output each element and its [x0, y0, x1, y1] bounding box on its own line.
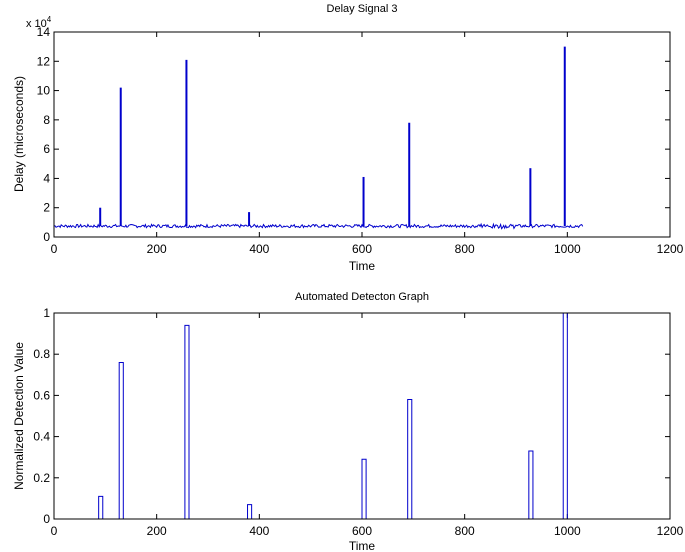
x-axis-label: Time: [349, 259, 376, 273]
y-tick-label: 0.2: [33, 471, 50, 485]
x-tick-label: 800: [455, 242, 475, 256]
x-tick-label: 200: [147, 524, 167, 538]
x-tick-label: 800: [455, 524, 475, 538]
y-axis-label: Delay (microseconds): [12, 76, 26, 192]
delay-signal-chart: Delay Signal 3 x 104 Delay (microseconds…: [12, 3, 684, 273]
x-axis-label: Time: [349, 539, 376, 552]
y-axis-label: Normalized Detection Value: [12, 342, 26, 490]
y-tick-label: 14: [37, 25, 51, 39]
detection-pulse: [99, 496, 103, 519]
y-multiplier-exponent: 4: [47, 15, 52, 24]
plot-frame: [53, 31, 671, 238]
y-tick-label: 6: [43, 142, 50, 156]
detection-pulse: [408, 400, 412, 519]
detection-pulse: [119, 362, 123, 519]
x-tick-label: 400: [249, 242, 269, 256]
detection-pulse: [362, 459, 366, 519]
y-tick-label: 2: [43, 201, 50, 215]
x-tick-label: 600: [352, 524, 372, 538]
x-tick-label: 0: [51, 242, 58, 256]
chart-title: Delay Signal 3: [327, 3, 398, 15]
detection-pulse: [563, 313, 567, 519]
y-multiplier-label: x 104: [26, 15, 52, 30]
baseline-series: [53, 222, 584, 230]
detection-pulse: [248, 505, 252, 519]
detection-chart: Automated Detecton Graph Normalized Dete…: [12, 291, 684, 552]
x-tick-label: 1200: [657, 524, 684, 538]
detection-series: [54, 312, 665, 520]
y-tick-label: 0: [43, 230, 50, 244]
x-tick-label: 1000: [554, 242, 581, 256]
x-tick-label: 1000: [554, 524, 581, 538]
detection-pulse: [529, 451, 533, 519]
plot-frame: [53, 312, 671, 520]
y-tick-label: 12: [37, 54, 51, 68]
y-tick-label: 1: [43, 306, 50, 320]
x-tick-label: 400: [249, 524, 269, 538]
y-tick-label: 0.8: [33, 347, 50, 361]
x-tick-label: 600: [352, 242, 372, 256]
detection-pulse: [185, 325, 189, 519]
chart-title: Automated Detecton Graph: [295, 291, 429, 303]
y-tick-label: 0.4: [33, 430, 50, 444]
x-tick-label: 0: [51, 524, 58, 538]
y-tick-label: 10: [37, 84, 51, 98]
y-tick-label: 0: [43, 512, 50, 526]
x-tick-label: 1200: [657, 242, 684, 256]
y-tick-label: 4: [43, 171, 50, 185]
x-tick-label: 200: [147, 242, 167, 256]
y-tick-label: 0.6: [33, 388, 50, 402]
y-tick-label: 8: [43, 113, 50, 127]
